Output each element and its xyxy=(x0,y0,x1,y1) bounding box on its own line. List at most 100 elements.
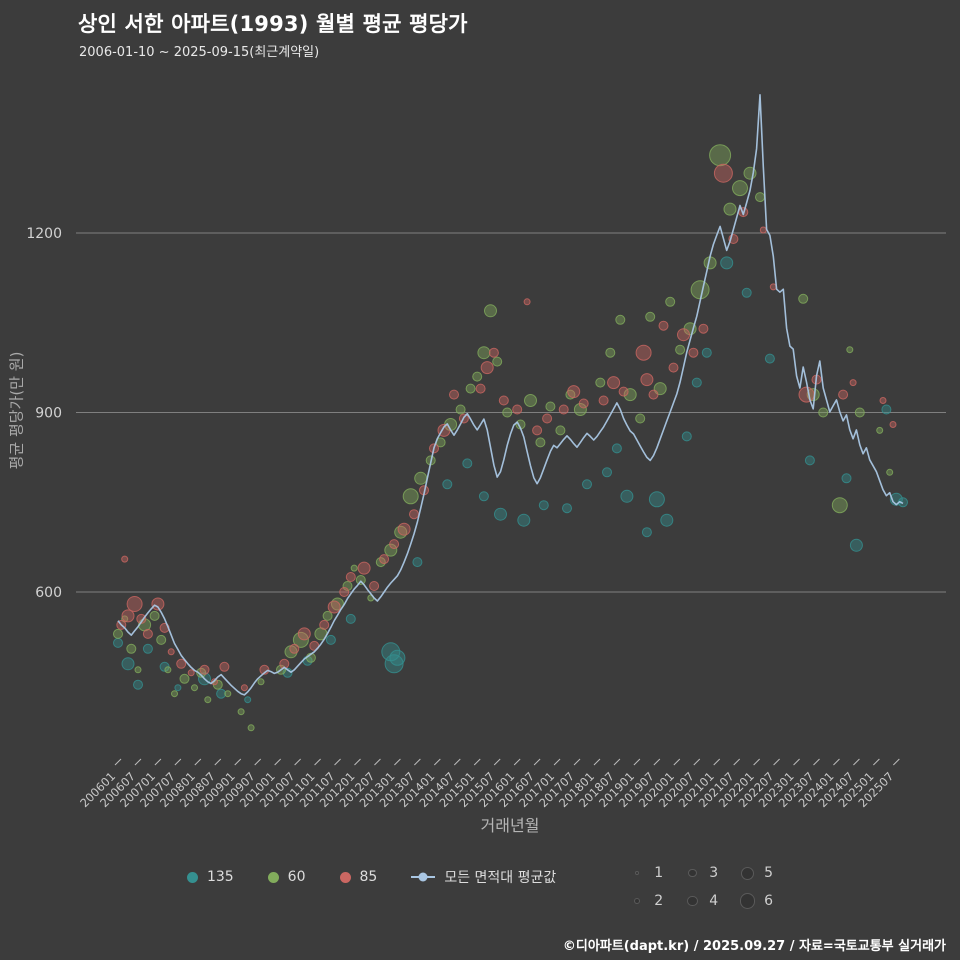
x-tick-mark xyxy=(274,758,282,766)
bubble-60 xyxy=(465,383,476,394)
bubble-85 xyxy=(357,561,371,575)
bubble-60 xyxy=(164,666,172,674)
bubble-135 xyxy=(244,696,252,704)
bubble-85 xyxy=(121,609,135,623)
bubble-85 xyxy=(289,643,300,654)
bubble-60 xyxy=(709,144,732,167)
bubble-85 xyxy=(578,398,589,409)
size-legend-item: 2 xyxy=(628,888,663,914)
bubble-60 xyxy=(502,407,513,418)
bubble-60 xyxy=(455,404,466,415)
bubble-85 xyxy=(798,386,815,403)
bubble-60 xyxy=(156,634,167,645)
x-tick-mark xyxy=(433,758,441,766)
bubble-60 xyxy=(179,673,190,684)
bubble-60 xyxy=(292,631,309,648)
size-legend-label: 4 xyxy=(709,893,719,909)
bubble-135 xyxy=(641,527,652,538)
bubble-85 xyxy=(409,509,419,520)
bubble-135 xyxy=(648,491,665,508)
x-tick-mark xyxy=(114,758,122,766)
bubble-85 xyxy=(211,678,218,686)
y-axis-label: 평균 평당가(만 원) xyxy=(7,351,26,470)
bubble-135 xyxy=(478,491,489,502)
bubble-85 xyxy=(176,658,187,669)
size-dot-icon xyxy=(739,893,755,909)
bubble-85 xyxy=(640,373,654,387)
bubble-85 xyxy=(327,600,341,614)
bubble-60 xyxy=(818,407,829,418)
x-tick-mark xyxy=(733,758,741,766)
x-tick-mark xyxy=(553,758,561,766)
x-tick-mark xyxy=(354,758,361,766)
x-tick-mark xyxy=(473,758,481,766)
bubble-135 xyxy=(412,557,423,568)
size-legend-label: 1 xyxy=(654,865,664,881)
bubble-135 xyxy=(538,500,549,511)
bubble-135 xyxy=(849,538,863,552)
bubble-60 xyxy=(342,581,353,591)
bubble-85 xyxy=(379,554,390,565)
bubble-85 xyxy=(297,627,311,641)
x-tick-mark xyxy=(513,758,521,766)
size-legend-label: 3 xyxy=(709,865,719,881)
bubble-size-legend: 1 2 3 4 5 6 xyxy=(628,860,773,914)
bubble-60 xyxy=(798,293,809,304)
size-legend-label: 6 xyxy=(764,893,774,909)
legend-item-60[interactable]: 60 xyxy=(267,869,306,885)
bubble-135 xyxy=(345,613,356,624)
x-tick-mark xyxy=(753,758,760,766)
bubble-85 xyxy=(668,362,679,373)
bubble-135 xyxy=(121,657,135,671)
x-tick-mark xyxy=(573,758,581,766)
bubble-60 xyxy=(355,575,366,585)
x-tick-mark xyxy=(713,758,721,766)
x-tick-mark xyxy=(892,758,900,766)
bubble-60 xyxy=(573,403,587,416)
bubble-135 xyxy=(611,443,622,454)
legend-label: 135 xyxy=(206,869,234,885)
size-dot-icon xyxy=(740,866,754,880)
bubble-85 xyxy=(759,226,767,234)
average-line xyxy=(117,94,904,696)
legend-item-135[interactable]: 135 xyxy=(186,869,234,885)
credit-text: ©디아파트(dapt.kr) / 2025.09.27 / 자료=국토교통부 실… xyxy=(562,939,946,954)
bubble-85 xyxy=(369,581,380,591)
x-tick-mark xyxy=(134,758,142,766)
bubble-85 xyxy=(849,379,857,387)
bubble-85 xyxy=(523,298,531,306)
x-tick-mark xyxy=(813,758,820,766)
bubble-60 xyxy=(645,311,656,322)
bubble-60 xyxy=(414,471,428,485)
legend-item-85[interactable]: 85 xyxy=(339,869,377,885)
bubble-60 xyxy=(635,413,646,424)
x-tick-mark xyxy=(334,758,341,766)
x-tick-mark xyxy=(174,758,182,766)
x-tick-mark xyxy=(833,758,840,766)
bubble-135 xyxy=(174,684,182,692)
bubble-60 xyxy=(605,347,616,358)
legend-item-avg[interactable]: 모든 면적대 평균값 xyxy=(411,867,556,887)
bubble-85 xyxy=(397,522,411,536)
bubble-60 xyxy=(623,388,637,402)
bubble-85 xyxy=(698,323,709,334)
bubble-60 xyxy=(846,346,854,354)
x-tick-mark xyxy=(533,758,541,766)
bubble-60 xyxy=(595,377,606,388)
bubble-135 xyxy=(691,377,702,388)
bubble-60 xyxy=(350,564,358,572)
bubble-85 xyxy=(558,404,569,415)
date-range-subtitle: 2006-01-10 ~ 2025-09-15(최근계약일) xyxy=(79,45,320,60)
legend-line-dot-icon xyxy=(418,872,428,882)
bubble-60 xyxy=(665,296,676,307)
size-dot-icon xyxy=(687,868,697,878)
size-dot-icon xyxy=(686,895,698,907)
bubble-85 xyxy=(648,389,659,400)
bubble-85 xyxy=(142,628,153,639)
bubble-60 xyxy=(224,690,232,698)
bubble-85 xyxy=(598,395,609,406)
bubble-60 xyxy=(204,696,212,704)
legend-line-swatch-icon xyxy=(411,872,436,882)
bubble-85 xyxy=(136,613,147,624)
bubble-60 xyxy=(257,678,265,686)
